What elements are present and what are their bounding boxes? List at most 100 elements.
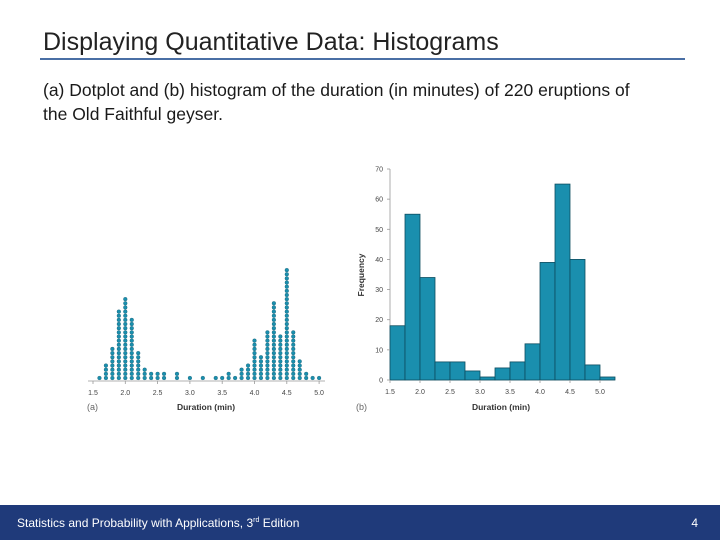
histogram-bar [494,367,511,381]
dotplot-dot [291,334,296,339]
dotplot-dot [129,342,134,347]
dotplot-dot [162,375,167,381]
dotplot-dot [284,268,289,273]
dotplot-dot [284,371,289,376]
dotplot-dot [116,351,121,356]
dotplot-dot [116,309,121,314]
histogram-y-tick-label: 70 [375,167,383,174]
dotplot-dot [297,375,302,381]
dotplot-dot [129,367,134,372]
dotplot-dot [265,371,270,376]
dotplot-dot [103,375,108,381]
dotplot-dot [252,375,257,381]
dotplot-dot [271,371,276,376]
dotplot-dot [271,301,276,306]
histogram-bar [599,376,616,381]
dotplot-dot [304,371,309,376]
dotplot-dot [252,359,257,364]
histogram-bar [434,361,451,381]
histogram-bar [479,376,496,381]
dotplot-dot [278,334,283,339]
dotplot-dot [116,334,121,339]
histogram-bar [464,370,481,381]
dotplot-dot [149,371,154,376]
dotplot-dot [271,355,276,360]
dotplot-dot [142,367,147,372]
dotplot-dot [187,375,192,381]
dotplot-dot [291,355,296,360]
dotplot-dot [123,330,128,335]
dotplot-dot [245,363,251,368]
dotplot-dot [291,346,296,352]
dotplot-dot [271,351,276,356]
dotplot-dot [284,309,289,314]
dotplot-dot [271,326,276,331]
dotplot-dot [291,342,296,347]
dotplot-dot [123,305,128,310]
dotplot-dot [123,351,128,356]
dotplot-dot [284,346,289,352]
dotplot-x-axis-label: Duration (min) [177,402,235,412]
dotplot-dot [271,309,276,314]
histogram-panel-label: (b) [356,402,367,412]
footer-bar: Statistics and Probability with Applicat… [0,505,720,540]
histogram-bar [419,277,436,381]
dotplot-dot [265,330,270,335]
dotplot-dot [213,375,218,381]
dotplot-dot [284,301,289,306]
dotplot-dot [278,375,283,381]
dotplot-dot [258,371,264,376]
dotplot-dot [116,321,121,327]
title-underline [40,58,685,60]
histogram-bar [554,183,571,381]
dotplot-dot [123,355,128,360]
dotplot-dot [155,375,160,381]
dotplot-dot [123,338,128,343]
dotplot-dot [252,371,257,376]
dotplot-dot [136,367,141,372]
dotplot-dot [129,321,134,327]
dotplot-dot [284,305,289,310]
histogram-y-tick-label: 60 [375,197,383,204]
histogram-x-tick-label: 3.5 [505,389,515,396]
dotplot-dot [278,371,283,376]
dotplot-dot [258,367,264,372]
dotplot-dot [265,346,270,352]
dotplot-dot [136,363,141,368]
dotplot-panel-label: (a) [87,402,98,412]
dotplot-dot [226,375,231,381]
dotplot-dot [136,375,141,381]
dotplot-dot [278,346,283,352]
dotplot-dot [123,363,128,368]
dotplot-dot [271,342,276,347]
dotplot-dot [271,334,276,339]
dotplot-dot [123,297,128,302]
histogram-bar [569,259,586,381]
dotplot-dot [271,317,276,322]
dotplot-dot [291,359,296,364]
dotplot-dot [284,321,289,327]
slide-subtitle: (a) Dotplot and (b) histogram of the dur… [43,80,630,124]
dotplot-tick-label: 4.5 [282,390,292,397]
dotplot-dot [284,375,289,381]
dotplot-tick-label: 4.0 [250,390,260,397]
dotplot-dot [291,367,296,372]
dotplot-dot [123,309,128,314]
dotplot-dot [278,355,283,360]
histogram-y-tick-label: 0 [379,378,383,385]
dotplot-dot [123,346,128,352]
dotplot-dot [284,334,289,339]
dotplot-dot [136,359,141,364]
dotplot-dot [226,371,231,376]
dotplot-dot [116,371,121,376]
dotplot-dot [110,371,115,376]
histogram-bar [404,213,421,381]
dotplot-dot [278,363,283,368]
histogram-y-tick-label: 30 [375,287,383,294]
dotplot-dot [123,375,128,381]
dotplot-dot [116,330,121,335]
dotplot-dot [284,330,289,335]
dotplot-dot [265,342,270,347]
dotplot-dot [284,317,289,322]
dotplot-dot [271,330,276,335]
